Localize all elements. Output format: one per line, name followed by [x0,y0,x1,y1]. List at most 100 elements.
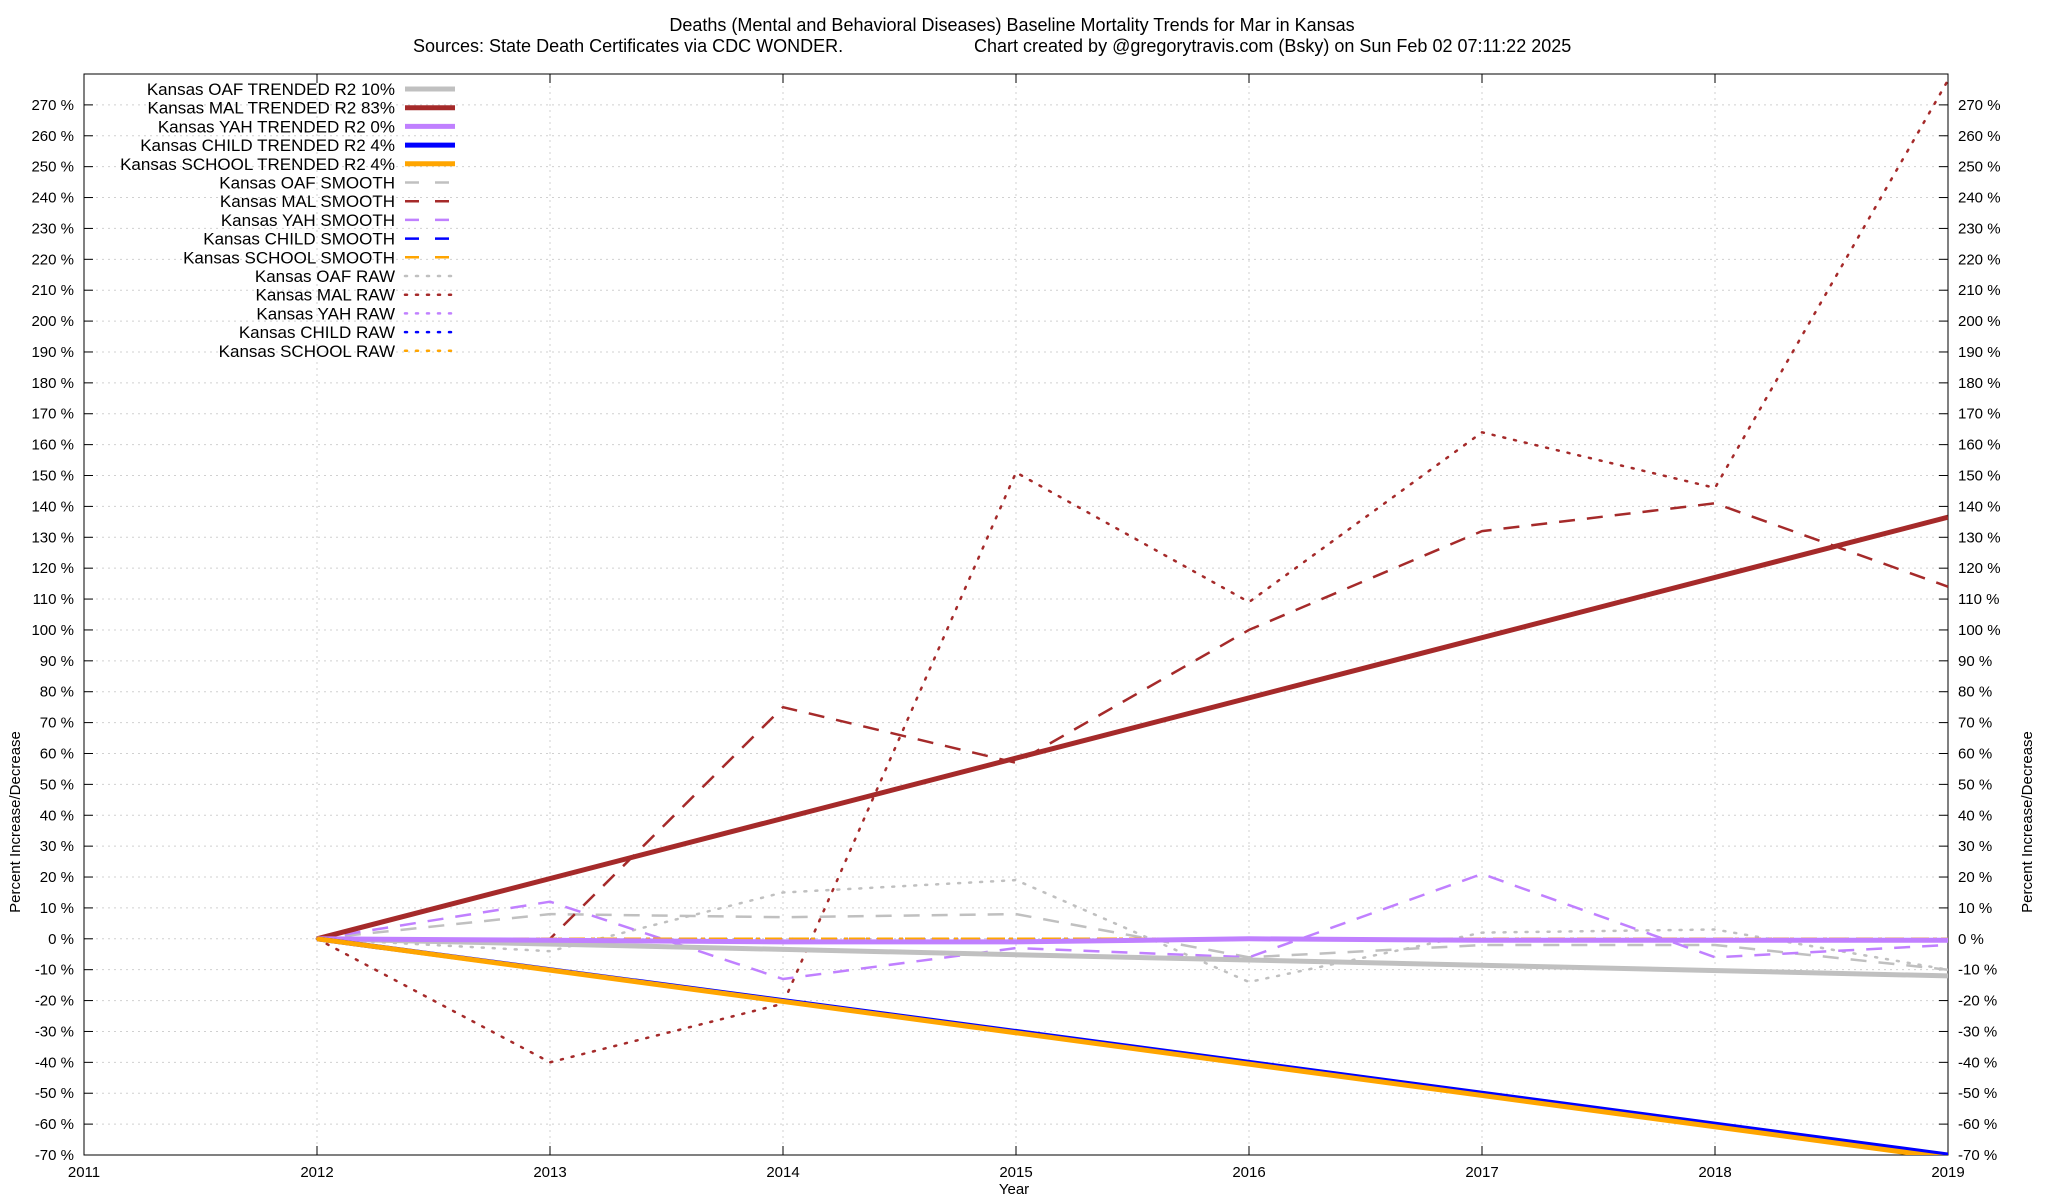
y-tick-label-right: -20 % [1958,993,1997,1010]
y-tick-label-right: 60 % [1958,745,1992,762]
x-tick-label: 2014 [766,1164,799,1181]
series-line-kansas-school-trended-r2-4 [316,936,1944,1155]
x-tick-label: 2013 [533,1164,566,1181]
y-tick-label-left: 110 % [33,591,74,608]
y-tick-label-left: -60 % [35,1116,74,1133]
y-tick-label-left: 200 % [31,313,74,330]
y-tick-label-right: 40 % [1958,807,1992,824]
x-tick-label: 2015 [999,1164,1032,1181]
y-tick-label-right: 10 % [1958,900,1992,917]
legend-label-kansas-mal-smooth: Kansas MAL SMOOTH [220,192,395,211]
y-tick-label-right: 0 % [1958,931,1984,948]
legend-label-kansas-school-smooth: Kansas SCHOOL SMOOTH [183,248,395,267]
chart-title: Deaths (Mental and Behavioral Diseases) … [669,15,1354,35]
legend-label-kansas-school-raw: Kansas SCHOOL RAW [219,342,395,361]
y-axis-title-right: Percent Increase/Decrease [2019,731,2036,913]
y-tick-label-left: 30 % [40,838,74,855]
y-tick-label-left: -20 % [35,993,74,1010]
y-tick-label-left: 10 % [40,900,74,917]
chart-subtitle-credit: Chart created by @gregorytravis.com (Bsk… [974,36,1571,56]
y-tick-label-left: 180 % [31,375,74,392]
y-tick-label-right: 80 % [1958,684,1992,701]
series-line-kansas-yah-trended-r2-0 [316,936,1948,945]
chart-titles: Deaths (Mental and Behavioral Diseases) … [413,15,1571,56]
y-axis-title-left: Percent Increase/Decrease [7,731,24,913]
y-tick-label-right: -40 % [1958,1054,1997,1071]
y-tick-label-left: -70 % [35,1147,74,1164]
y-tick-label-right: 30 % [1958,838,1992,855]
y-tick-label-left: 80 % [40,684,74,701]
y-tick-label-right: 90 % [1958,653,1992,670]
y-tick-label-left: 220 % [31,251,74,268]
chart-grid [84,74,1948,1155]
y-tick-label-left: 20 % [40,869,74,886]
series-line-kansas-mal-smooth [317,502,1948,941]
legend-label-kansas-mal-trended-r2-83: Kansas MAL TRENDED R2 83% [147,99,395,118]
legend-label-kansas-yah-trended-r2-0: Kansas YAH TRENDED R2 0% [158,117,395,136]
chart-series [315,78,1948,1155]
y-tick-label-left: 120 % [31,560,74,577]
series-line-kansas-oaf-smooth [316,912,1948,971]
y-tick-label-right: 120 % [1958,560,2001,577]
y-tick-label-left: -40 % [35,1054,74,1071]
chart-ticks: -70 % -70 % -60 % -60 % -50 % -50 % -40 % -40 %… [31,74,2001,1181]
y-tick-label-right: 130 % [1958,529,2001,546]
y-tick-label-left: -10 % [35,962,74,979]
y-tick-label-left: 240 % [31,190,74,207]
y-tick-label-left: 210 % [31,282,74,299]
y-tick-label-right: -10 % [1958,962,1997,979]
series-line-kansas-yah-smooth [316,872,1948,981]
y-tick-label-left: 0 % [48,931,74,948]
y-tick-label-left: 150 % [31,468,74,485]
y-tick-label-left: 260 % [31,128,74,145]
y-tick-label-right: 190 % [1958,344,2001,361]
y-tick-label-left: 40 % [40,807,74,824]
x-tick-label: 2012 [300,1164,333,1181]
y-tick-label-right: 20 % [1958,869,1992,886]
legend-label-kansas-yah-raw: Kansas YAH RAW [256,304,395,323]
series-line-kansas-oaf-raw [315,878,1948,984]
y-tick-label-left: 160 % [31,437,74,454]
y-tick-label-right: 50 % [1958,776,1992,793]
y-tick-label-left: 100 % [31,622,74,639]
y-tick-label-right: 160 % [1958,437,2001,454]
y-tick-label-right: 240 % [1958,190,2001,207]
x-tick-label: 2017 [1465,1164,1498,1181]
y-tick-label-right: 180 % [1958,375,2001,392]
y-tick-label-left: 140 % [31,498,74,515]
legend-label-kansas-oaf-smooth: Kansas OAF SMOOTH [219,174,395,193]
y-tick-label-left: 170 % [31,406,74,423]
y-tick-label-right: -50 % [1958,1085,1997,1102]
y-tick-label-left: 270 % [31,97,74,114]
x-tick-label: 2019 [1931,1164,1964,1181]
series-line-kansas-mal-raw [315,78,1948,1064]
y-tick-label-right: 110 % [1958,591,1999,608]
y-tick-label-right: -60 % [1958,1116,1997,1133]
y-tick-label-right: 170 % [1958,406,2001,423]
y-tick-label-right: 200 % [1958,313,2001,330]
legend-label-kansas-oaf-trended-r2-10: Kansas OAF TRENDED R2 10% [147,80,395,99]
y-tick-label-right: 270 % [1958,97,2001,114]
chart-legend: Kansas OAF TRENDED R2 10%Kansas MAL TREN… [120,80,457,361]
y-tick-label-right: 150 % [1958,468,2001,485]
legend-label-kansas-child-trended-r2-4: Kansas CHILD TRENDED R2 4% [140,136,395,155]
y-tick-label-left: 190 % [31,344,74,361]
x-tick-label: 2016 [1232,1164,1265,1181]
y-tick-label-right: 250 % [1958,159,2001,176]
y-tick-label-left: 50 % [40,776,74,793]
y-tick-label-right: 140 % [1958,498,2001,515]
y-tick-label-left: -50 % [35,1085,74,1102]
y-tick-label-left: 130 % [31,529,74,546]
y-tick-label-right: -70 % [1958,1147,1997,1164]
y-tick-label-left: -30 % [35,1023,74,1040]
x-tick-label: 2011 [68,1164,100,1181]
legend-label-kansas-child-raw: Kansas CHILD RAW [239,323,395,342]
y-tick-label-right: 220 % [1958,251,2001,268]
legend-label-kansas-mal-raw: Kansas MAL RAW [255,286,395,305]
legend-label-kansas-oaf-raw: Kansas OAF RAW [255,267,395,286]
y-tick-label-left: 90 % [40,653,74,670]
y-tick-label-left: 230 % [31,220,74,237]
x-axis-title: Year [999,1181,1029,1198]
y-tick-label-left: 250 % [31,159,74,176]
